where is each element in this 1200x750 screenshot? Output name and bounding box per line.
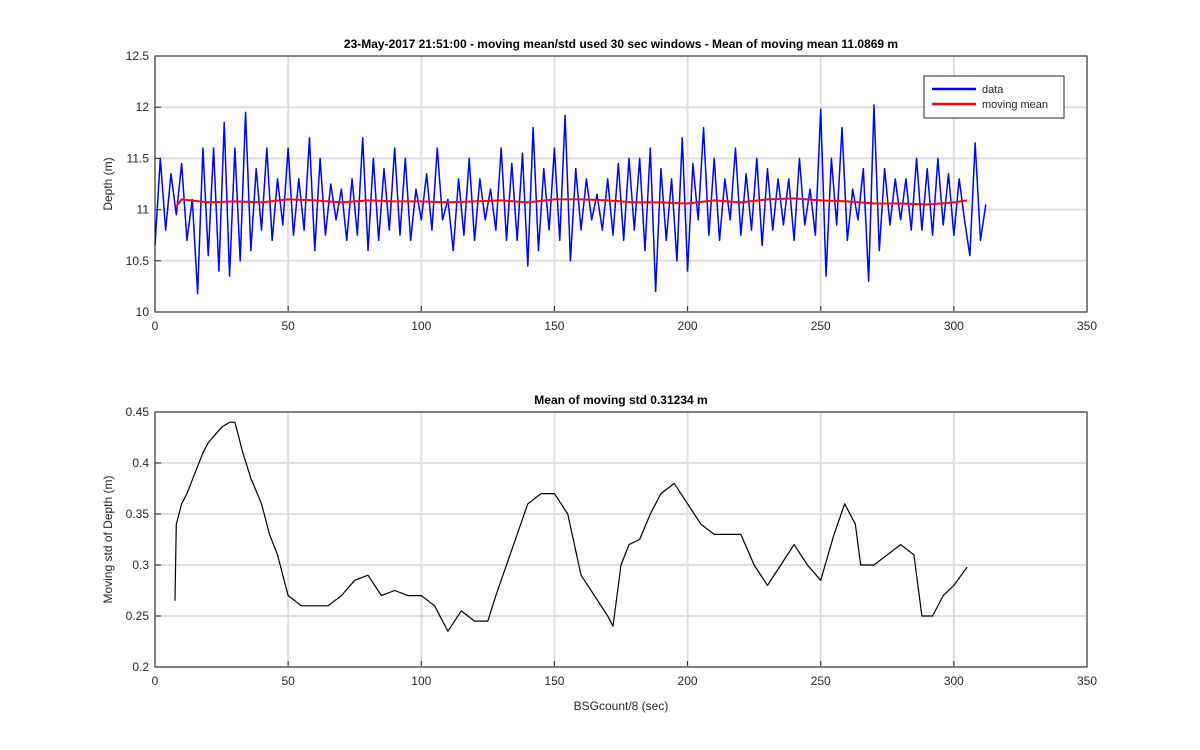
y-tick-label: 11 [137, 203, 150, 217]
x-tick-label: 350 [1077, 674, 1097, 688]
x-tick-label: 50 [281, 674, 295, 688]
chart-title: 23-May-2017 21:51:00 - moving mean/std u… [344, 37, 898, 51]
y-tick-label: 12 [136, 100, 150, 114]
x-tick-label: 350 [1077, 319, 1097, 333]
series-line [154, 104, 987, 295]
y-tick-label: 11.5 [127, 151, 150, 165]
x-tick-label: 0 [152, 674, 159, 688]
chart-title: Mean of moving std 0.31234 m [534, 393, 707, 407]
x-tick-label: 250 [811, 674, 831, 688]
axes-box [154, 55, 1088, 313]
y-axis-label: Moving std of Depth (m) [101, 475, 115, 603]
x-tick-label: 300 [944, 674, 964, 688]
x-tick-label: 300 [944, 319, 964, 333]
x-tick-label: 200 [678, 674, 698, 688]
x-axis-label: BSGcount/8 (sec) [574, 699, 669, 713]
y-tick-label: 0.2 [132, 660, 149, 674]
x-tick-label: 0 [152, 319, 159, 333]
x-tick-label: 150 [544, 674, 564, 688]
series-line [175, 197, 968, 208]
x-tick-label: 50 [281, 319, 295, 333]
y-tick-label: 0.4 [132, 456, 149, 470]
x-tick-label: 100 [411, 319, 431, 333]
y-tick-label: 10 [136, 305, 150, 319]
y-tick-label: 0.45 [126, 405, 150, 419]
legend-label: moving mean [982, 99, 1048, 111]
y-tick-label: 0.3 [132, 558, 149, 572]
y-tick-label: 0.35 [126, 507, 150, 521]
series-line [174, 421, 968, 632]
axes-box [154, 411, 1088, 668]
legend-box [923, 75, 1065, 119]
x-tick-label: 100 [411, 674, 431, 688]
x-tick-label: 200 [678, 319, 698, 333]
y-tick-label: 12.5 [126, 49, 150, 63]
y-axis-label: Depth (m) [101, 157, 115, 210]
legend-label: data [982, 84, 1004, 96]
y-tick-label: 10.5 [126, 254, 150, 268]
x-tick-label: 250 [811, 319, 831, 333]
x-tick-label: 150 [544, 319, 564, 333]
y-tick-label: 0.25 [126, 609, 150, 623]
